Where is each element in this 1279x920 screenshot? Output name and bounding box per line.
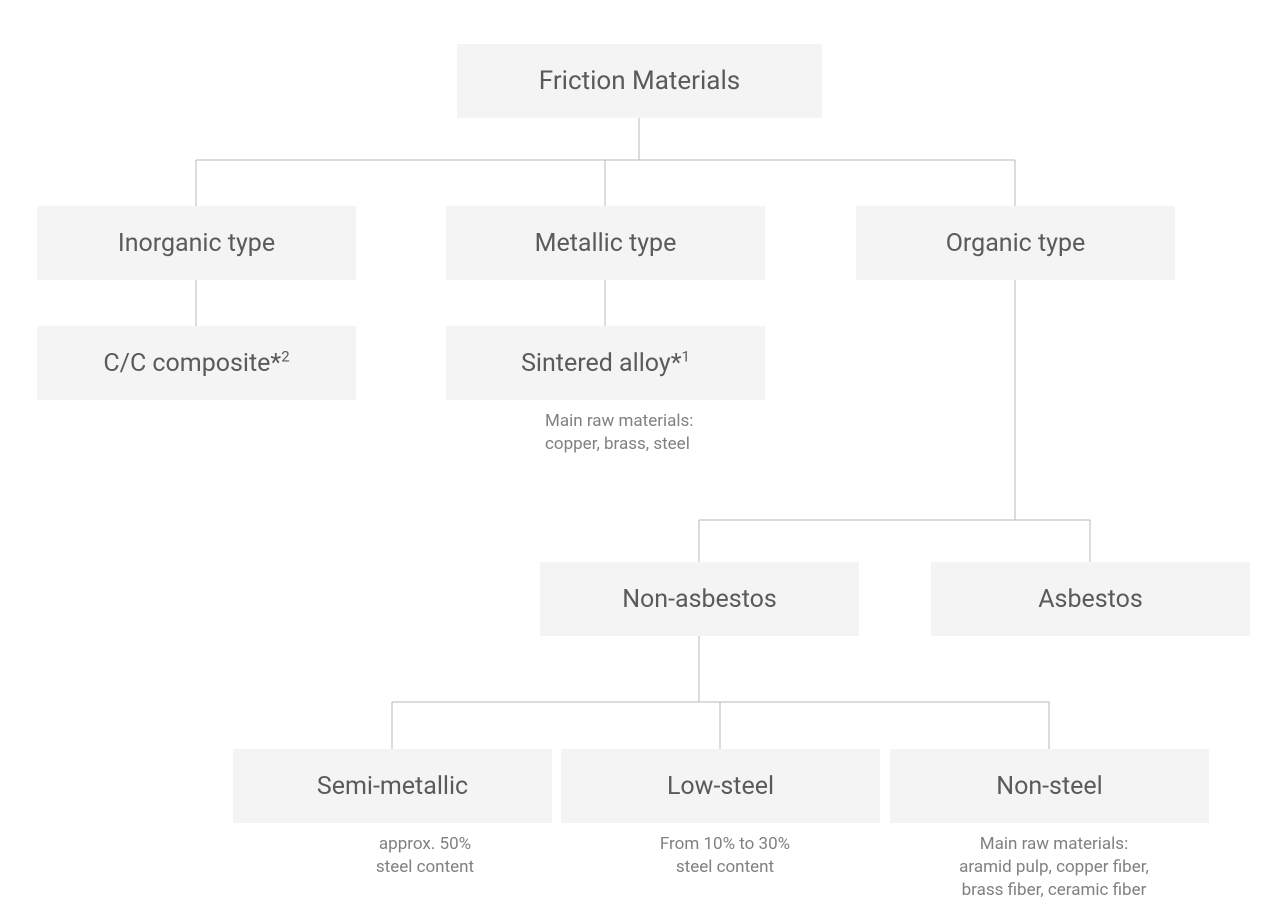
node-metallic: Metallic type [446, 206, 765, 280]
node-label: Sintered alloy*1 [521, 349, 690, 378]
node-label: Low-steel [667, 772, 774, 801]
node-organic: Organic type [856, 206, 1175, 280]
node-semi-metallic: Semi-metallic [233, 749, 552, 823]
node-label: Friction Materials [539, 66, 740, 96]
node-label: Asbestos [1038, 585, 1143, 614]
caption-sintered: Main raw materials: copper, brass, steel [545, 410, 845, 456]
node-label: Organic type [946, 229, 1086, 258]
node-root: Friction Materials [457, 44, 822, 118]
node-label: Non-asbestos [622, 585, 777, 614]
node-label: Metallic type [535, 229, 677, 258]
node-sintered-alloy: Sintered alloy*1 [446, 326, 765, 400]
node-label: Semi-metallic [317, 772, 468, 801]
node-non-steel: Non-steel [890, 749, 1209, 823]
node-label: Non-steel [996, 772, 1102, 801]
node-non-asbestos: Non-asbestos [540, 562, 859, 636]
caption-low-steel: From 10% to 30% steel content [575, 833, 875, 879]
node-cc-composite: C/C composite*2 [37, 326, 356, 400]
node-low-steel: Low-steel [561, 749, 880, 823]
node-label: C/C composite*2 [103, 349, 289, 378]
caption-semi-metallic: approx. 50% steel content [275, 833, 575, 879]
node-asbestos: Asbestos [931, 562, 1250, 636]
caption-non-steel: Main raw materials: aramid pulp, copper … [904, 833, 1204, 902]
node-inorganic: Inorganic type [37, 206, 356, 280]
node-label: Inorganic type [118, 229, 275, 258]
